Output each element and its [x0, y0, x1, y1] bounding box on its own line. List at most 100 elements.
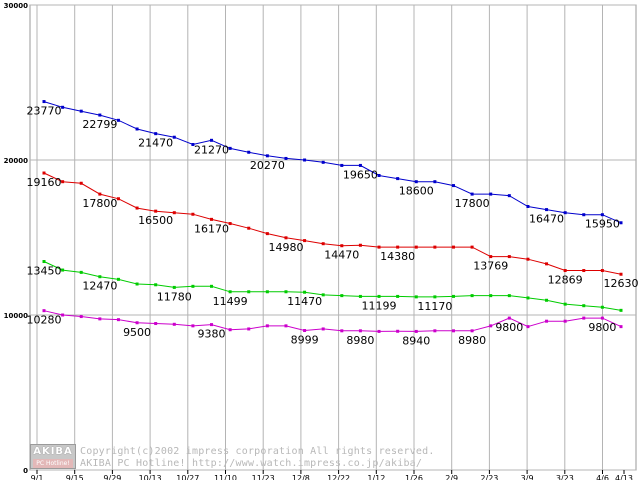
x-tick-label: 3/23 [556, 474, 574, 480]
data-point-magenta [582, 316, 586, 320]
data-point-magenta [619, 325, 623, 329]
data-point-magenta [414, 329, 418, 333]
data-point-red [247, 226, 251, 230]
x-tick-label: 4/13 [615, 474, 633, 480]
data-label-red: 16170 [194, 222, 229, 235]
data-point-red [154, 209, 158, 213]
data-point-red [600, 269, 604, 273]
data-point-magenta [470, 329, 474, 333]
series-line-red [43, 172, 622, 275]
data-label-green: 11170 [417, 300, 452, 313]
data-point-green [545, 298, 549, 302]
data-point-red [526, 257, 530, 261]
x-tick-label: 10/13 [139, 474, 162, 480]
data-point-red [210, 217, 214, 221]
data-point-blue [61, 105, 65, 109]
data-point-green [507, 294, 511, 298]
data-label-red: 19160 [27, 176, 62, 189]
data-point-blue [321, 160, 325, 164]
data-point-red [619, 272, 623, 276]
data-point-green [98, 275, 102, 279]
data-label-red: 12630 [604, 277, 639, 290]
x-tick-label: 9/29 [103, 474, 121, 480]
data-label-magenta: 9800 [588, 321, 616, 334]
data-point-green [303, 290, 307, 294]
data-point-red [135, 206, 139, 210]
data-point-green [358, 294, 362, 298]
akiba-logo: AKIBA PC Hotline! [30, 444, 76, 469]
series-line-magenta [43, 310, 622, 332]
plot-frame [29, 4, 637, 471]
data-point-green [563, 302, 567, 306]
x-tick-label: 1/12 [367, 474, 385, 480]
data-point-red [191, 212, 195, 216]
x-tick-label: 3/9 [521, 474, 534, 480]
data-point-blue [135, 127, 139, 131]
data-label-blue: 18600 [399, 185, 434, 198]
data-point-magenta [563, 319, 567, 323]
data-point-green [433, 295, 437, 299]
data-label-red: 14470 [324, 249, 359, 262]
logo-subtitle: PC Hotline! [33, 459, 73, 468]
x-tick-label: 12/22 [327, 474, 350, 480]
data-label-blue: 15950 [585, 218, 620, 231]
data-point-blue [191, 143, 195, 146]
data-point-red [79, 181, 83, 185]
data-label-magenta: 9500 [123, 326, 151, 339]
data-point-green [154, 283, 158, 287]
data-point-red [340, 244, 344, 248]
data-point-green [451, 294, 455, 298]
data-point-green [247, 290, 251, 294]
data-label-blue: 16470 [529, 213, 564, 226]
data-label-red: 14980 [268, 241, 303, 254]
data-point-magenta [303, 329, 307, 333]
data-point-blue [172, 135, 176, 139]
data-point-magenta [284, 324, 288, 328]
data-label-red: 13769 [473, 260, 508, 273]
data-label-red: 12869 [548, 274, 583, 287]
data-label-magenta: 10280 [27, 314, 62, 327]
x-tick-label: 2/23 [480, 474, 498, 480]
data-point-red [396, 245, 400, 249]
x-tick-label: 11/23 [252, 474, 275, 480]
data-point-magenta [340, 329, 344, 333]
data-point-green [172, 285, 176, 289]
data-point-red [321, 242, 325, 246]
data-point-magenta [191, 324, 195, 328]
x-tick-label: 4/6 [596, 474, 609, 480]
data-point-magenta [228, 328, 232, 332]
data-point-green [321, 293, 325, 297]
data-point-blue [247, 150, 251, 154]
data-point-blue [451, 184, 455, 188]
data-point-blue [340, 163, 344, 167]
data-label-red: 14380 [380, 250, 415, 263]
y-tick-label: 20000 [4, 157, 28, 165]
data-point-red [470, 245, 474, 249]
data-label-blue: 19650 [343, 168, 378, 181]
data-point-blue [154, 132, 158, 136]
data-point-magenta [321, 327, 325, 331]
data-point-green [191, 284, 195, 288]
data-label-red: 17800 [82, 197, 117, 210]
data-point-blue [545, 208, 549, 212]
chart-grid [29, 4, 637, 474]
data-point-green [489, 294, 493, 298]
data-point-blue [284, 156, 288, 160]
site-url-text: AKIBA PC Hotline! http://www.watch.impre… [80, 458, 423, 469]
x-tick-label: 2/9 [445, 474, 458, 480]
data-point-green [79, 270, 83, 274]
data-point-magenta [61, 313, 65, 317]
data-point-blue [377, 174, 381, 177]
data-label-green: 13450 [27, 265, 62, 278]
data-point-red [358, 243, 362, 247]
y-tick-label: 30000 [4, 2, 28, 10]
data-label-green: 12470 [82, 280, 117, 293]
data-point-green [228, 290, 232, 294]
data-point-blue [42, 100, 46, 104]
data-point-red [98, 192, 102, 196]
data-point-magenta [116, 318, 120, 322]
data-point-red [303, 239, 307, 243]
data-point-blue [414, 180, 418, 184]
data-point-blue [582, 213, 586, 217]
